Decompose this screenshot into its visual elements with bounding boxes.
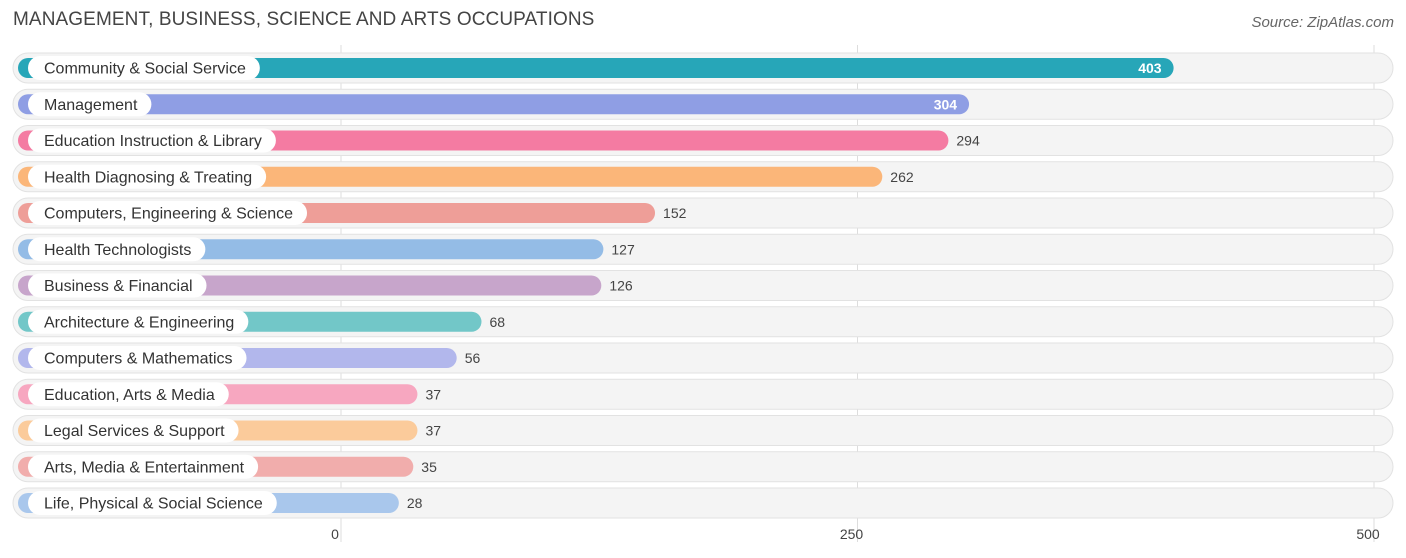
value-label: 37 — [425, 423, 441, 439]
bar-row: Life, Physical & Social Science 28 — [12, 487, 1394, 519]
value-label: 262 — [890, 169, 914, 185]
x-tick-label: 500 — [1356, 526, 1380, 542]
category-label: Legal Services & Support — [44, 423, 225, 440]
category-label-pill — [28, 201, 308, 225]
value-label: 68 — [489, 314, 505, 330]
bar-row: Management 304 — [12, 88, 1394, 120]
category-label: Arts, Media & Entertainment — [44, 459, 245, 476]
value-label: 35 — [421, 459, 437, 475]
value-label: 56 — [465, 350, 481, 366]
category-label-pill — [28, 346, 247, 370]
category-label: Education Instruction & Library — [44, 133, 262, 150]
chart-title: MANAGEMENT, BUSINESS, SCIENCE AND ARTS O… — [13, 9, 595, 30]
bar-row: Education Instruction & Library 294 — [12, 125, 1394, 156]
bar-row: Community & Social Service 403 — [12, 52, 1394, 84]
category-label-pill — [28, 92, 152, 117]
category-label-pill — [28, 382, 229, 407]
bar-row: Health Technologists 127 — [12, 233, 1394, 265]
x-tick-label: 250 — [840, 526, 864, 542]
category-label: Education, Arts & Media — [44, 387, 215, 404]
bar — [18, 94, 970, 115]
category-label: Computers & Mathematics — [44, 351, 233, 368]
value-label: 294 — [956, 133, 980, 149]
bar-row: Legal Services & Support 37 — [12, 415, 1394, 446]
x-tick-label: 0 — [331, 526, 339, 542]
category-label-pill — [28, 128, 276, 153]
bar-row: Architecture & Engineering 68 — [12, 306, 1394, 338]
bar-row: Education, Arts & Media 37 — [12, 378, 1394, 410]
category-label-pill — [28, 491, 277, 515]
category-label: Management — [44, 97, 138, 114]
value-label: 28 — [407, 495, 423, 511]
bar-row: Business & Financial 126 — [12, 270, 1394, 301]
bar-row: Health Diagnosing & Treating 262 — [12, 161, 1394, 193]
category-label-pill — [28, 309, 249, 334]
bar-row: Computers & Mathematics 56 — [12, 342, 1394, 374]
value-label: 126 — [609, 278, 633, 294]
category-label-pill — [28, 56, 260, 80]
value-label: 152 — [663, 205, 687, 221]
value-label: 37 — [425, 386, 441, 402]
bar-row: Arts, Media & Entertainment 35 — [12, 451, 1394, 483]
value-label: 304 — [934, 96, 958, 112]
category-label: Health Diagnosing & Treating — [44, 169, 252, 186]
category-label: Health Technologists — [44, 242, 191, 259]
value-label: 403 — [1138, 60, 1162, 76]
category-label-pill — [28, 237, 206, 262]
bar-row: Computers, Engineering & Science 152 — [12, 197, 1394, 229]
value-label: 127 — [611, 241, 635, 257]
bar — [18, 58, 1174, 78]
category-label: Community & Social Service — [44, 61, 246, 78]
category-label-pill — [28, 454, 259, 479]
source-label: Source: ZipAtlas.com — [1251, 14, 1394, 31]
category-label-pill — [28, 164, 267, 189]
category-label-pill — [28, 418, 239, 443]
category-label: Life, Physical & Social Science — [44, 496, 263, 513]
category-label: Computers, Engineering & Science — [44, 206, 293, 223]
category-label: Architecture & Engineering — [44, 314, 234, 331]
category-label: Business & Financial — [44, 278, 193, 295]
category-label-pill — [28, 273, 207, 298]
